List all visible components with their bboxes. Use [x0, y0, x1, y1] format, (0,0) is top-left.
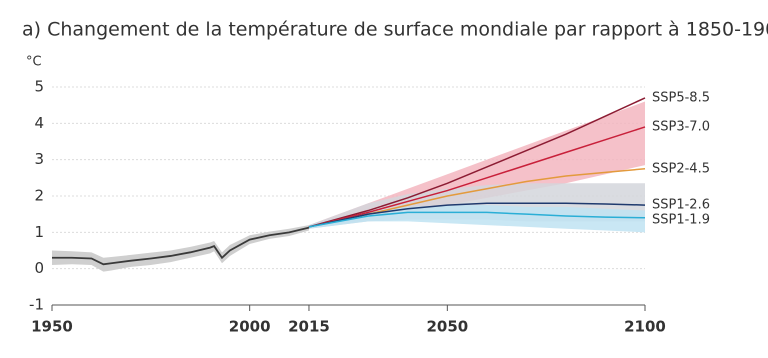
series-label: SSP1-2.6: [652, 198, 710, 213]
x-tick-label: 2015: [288, 318, 330, 336]
series-label: SSP2-4.5: [652, 161, 710, 176]
y-tick-label: 0: [34, 259, 44, 277]
series-line: [308, 202, 646, 228]
y-tick-label: 5: [34, 78, 44, 96]
chart-title: a) Changement de la température de surfa…: [22, 19, 768, 41]
series-label: SSP1-1.9: [652, 213, 710, 228]
projection-range: [308, 205, 645, 233]
series-line: [308, 126, 646, 228]
x-tick-label: 1950: [31, 318, 73, 336]
series-line: [308, 168, 646, 228]
y-unit: °C: [26, 55, 42, 70]
y-tick-label: 2: [34, 187, 44, 205]
x-tick-label: 2100: [624, 318, 666, 336]
series-label: SSP5-8.5: [652, 90, 710, 105]
y-tick-label: 4: [34, 114, 44, 132]
series-label: SSP3-7.0: [652, 119, 710, 134]
x-tick-label: 2050: [426, 318, 468, 336]
y-tick-label: 3: [34, 150, 44, 168]
projection-range: [308, 101, 645, 229]
x-tick-label: 2000: [229, 318, 271, 336]
historical-line: [52, 226, 310, 266]
series-line: [308, 97, 646, 228]
y-tick-label: -1: [29, 296, 44, 314]
historical-range: [52, 225, 309, 272]
y-tick-label: 1: [34, 223, 44, 241]
series-line: [308, 211, 646, 228]
